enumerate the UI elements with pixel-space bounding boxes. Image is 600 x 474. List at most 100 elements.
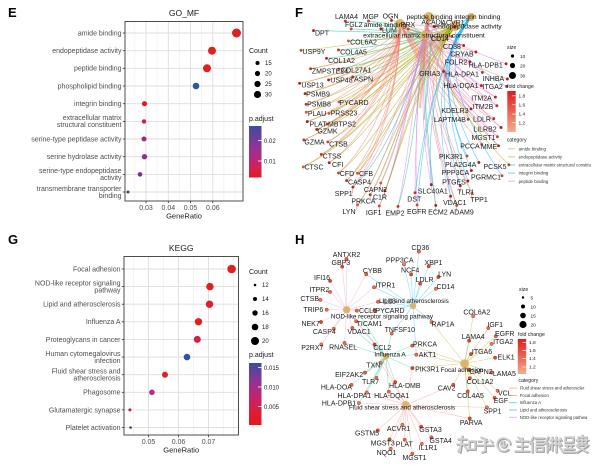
- svg-text:integrin binding: integrin binding: [519, 171, 549, 176]
- svg-text:10: 10: [531, 304, 537, 310]
- svg-text:ITGA2: ITGA2: [483, 84, 503, 91]
- svg-text:Count: Count: [249, 48, 268, 55]
- svg-text:ACVR1: ACVR1: [387, 426, 410, 433]
- svg-text:0.015: 0.015: [264, 366, 280, 372]
- svg-text:NOD-like receptor signaling pa: NOD-like receptor signaling pathwa: [520, 415, 588, 420]
- svg-text:Lipid and atherosclerosis: Lipid and atherosclerosis: [43, 302, 121, 309]
- svg-text:extracellular matrix: extracellular matrix: [63, 115, 122, 122]
- svg-text:CTSS: CTSS: [323, 153, 342, 160]
- svg-text:Fluid shear stress and: Fluid shear stress and: [52, 369, 121, 376]
- svg-text:OGN: OGN: [383, 13, 399, 20]
- svg-text:0.01: 0.01: [264, 160, 276, 166]
- svg-text:CD14: CD14: [437, 284, 455, 291]
- svg-text:PPP3CA: PPP3CA: [386, 258, 414, 265]
- svg-text:ADAM9: ADAM9: [450, 209, 474, 216]
- svg-text:HLA-DOA: HLA-DOA: [321, 385, 352, 392]
- svg-text:LDLR: LDLR: [416, 277, 434, 284]
- svg-text:IFI16: IFI16: [314, 275, 330, 282]
- svg-text:EGFR: EGFR: [407, 209, 426, 216]
- svg-text:HLA-DPB1: HLA-DPB1: [469, 62, 503, 69]
- svg-text:1.6: 1.6: [519, 102, 526, 108]
- svg-text:1.2: 1.2: [519, 120, 526, 126]
- svg-text:pathway: pathway: [94, 287, 121, 294]
- svg-text:1.6: 1.6: [529, 348, 536, 354]
- svg-text:H: H: [295, 232, 304, 247]
- svg-text:SLC40A1: SLC40A1: [418, 189, 448, 196]
- svg-text:NQO1: NQO1: [377, 450, 397, 457]
- svg-text:integrin binding: integrin binding: [454, 14, 500, 21]
- svg-text:COL4A5: COL4A5: [457, 393, 484, 400]
- svg-text:5: 5: [531, 295, 534, 301]
- svg-text:AKT1: AKT1: [419, 352, 437, 359]
- svg-text:CASP4: CASP4: [348, 179, 371, 186]
- svg-text:TRIP6: TRIP6: [303, 307, 323, 314]
- svg-text:serine-type peptidase activity: serine-type peptidase activity: [31, 136, 122, 143]
- svg-text:EGF: EGF: [494, 398, 508, 405]
- svg-text:0.03: 0.03: [139, 205, 153, 212]
- svg-text:PLAU: PLAU: [308, 111, 326, 118]
- svg-text:INHBA: INHBA: [483, 76, 505, 83]
- svg-text:endopeptidase activity: endopeptidase activity: [519, 155, 563, 160]
- svg-text:0.005: 0.005: [264, 405, 280, 411]
- svg-text:Focal adhesion: Focal adhesion: [441, 367, 484, 374]
- svg-text:peptide binding: peptide binding: [519, 179, 549, 184]
- svg-text:Lipid and atherosclerosis: Lipid and atherosclerosis: [379, 298, 449, 305]
- svg-text:peptide binding: peptide binding: [406, 14, 452, 21]
- svg-text:amide binding: amide binding: [364, 22, 407, 29]
- svg-text:PLAT: PLAT: [310, 121, 328, 128]
- svg-text:TNFSF10: TNFSF10: [385, 327, 415, 334]
- svg-text:USP9Y: USP9Y: [303, 49, 326, 56]
- svg-text:LDLR: LDLR: [473, 116, 491, 123]
- svg-text:PRKCA: PRKCA: [413, 342, 437, 349]
- svg-text:PTGES: PTGES: [442, 179, 466, 186]
- svg-text:COL6A2: COL6A2: [350, 39, 377, 46]
- svg-text:CFI: CFI: [332, 162, 343, 169]
- svg-text:Focal adhesion: Focal adhesion: [520, 393, 550, 398]
- svg-text:ITM2B: ITM2B: [473, 104, 494, 111]
- svg-text:0.07: 0.07: [202, 439, 216, 446]
- svg-text:PCSK5: PCSK5: [484, 164, 507, 171]
- svg-text:amide binding: amide binding: [78, 30, 122, 37]
- svg-text:PCCA: PCCA: [460, 143, 480, 150]
- svg-text:PSMB8: PSMB8: [307, 101, 331, 108]
- svg-text:CASP4: CASP4: [313, 329, 336, 336]
- svg-text:peptide binding: peptide binding: [74, 66, 122, 73]
- svg-text:Influenza A: Influenza A: [374, 352, 406, 359]
- svg-text:HLA-DQA1: HLA-DQA1: [374, 393, 409, 400]
- svg-text:Glutamatergic synapse: Glutamatergic synapse: [49, 407, 121, 414]
- svg-text:Proteoglycans in cancer: Proteoglycans in cancer: [46, 337, 121, 344]
- svg-text:20: 20: [262, 339, 269, 345]
- svg-text:binding: binding: [99, 193, 122, 200]
- svg-text:TLR7: TLR7: [362, 379, 379, 386]
- svg-text:XBP1: XBP1: [425, 260, 443, 267]
- svg-text:10: 10: [520, 54, 526, 60]
- svg-text:Influenza A: Influenza A: [86, 319, 121, 326]
- svg-text:ITPR2: ITPR2: [309, 287, 329, 294]
- svg-text:NOD-like receptor signaling pa: NOD-like receptor signaling pathway: [331, 314, 434, 321]
- svg-text:G: G: [8, 232, 18, 247]
- svg-text:12: 12: [262, 283, 269, 289]
- svg-text:VDAC1: VDAC1: [347, 329, 370, 336]
- svg-text:NEK7: NEK7: [301, 321, 319, 328]
- svg-text:IGF1: IGF1: [366, 210, 382, 217]
- svg-text:GSTM5: GSTM5: [355, 430, 379, 437]
- svg-text:0.010: 0.010: [264, 385, 280, 391]
- svg-text:MGST3: MGST3: [371, 440, 395, 447]
- svg-text:HLA-DQA1: HLA-DQA1: [443, 83, 478, 90]
- svg-text:GeneRatio: GeneRatio: [163, 446, 199, 455]
- svg-text:IGF1: IGF1: [487, 322, 503, 329]
- svg-text:1.8: 1.8: [519, 93, 526, 99]
- svg-text:30: 30: [265, 93, 272, 99]
- svg-text:15: 15: [265, 61, 272, 67]
- svg-text:SPP1: SPP1: [335, 191, 353, 198]
- svg-text:Fluid shear stress and atheros: Fluid shear stress and atherosclerosis: [349, 405, 455, 412]
- svg-text:GZMK: GZMK: [317, 128, 338, 135]
- svg-text:CRYAB: CRYAB: [450, 51, 474, 58]
- svg-text:amide binding: amide binding: [519, 146, 547, 151]
- svg-text:PIK3R1: PIK3R1: [415, 367, 439, 374]
- svg-text:CTSB: CTSB: [329, 141, 348, 148]
- svg-text:NCF4: NCF4: [401, 268, 419, 275]
- svg-text:fold change: fold change: [518, 332, 545, 338]
- svg-text:HLA-DPA1: HLA-DPA1: [445, 71, 479, 78]
- svg-text:GBP3: GBP3: [332, 260, 351, 267]
